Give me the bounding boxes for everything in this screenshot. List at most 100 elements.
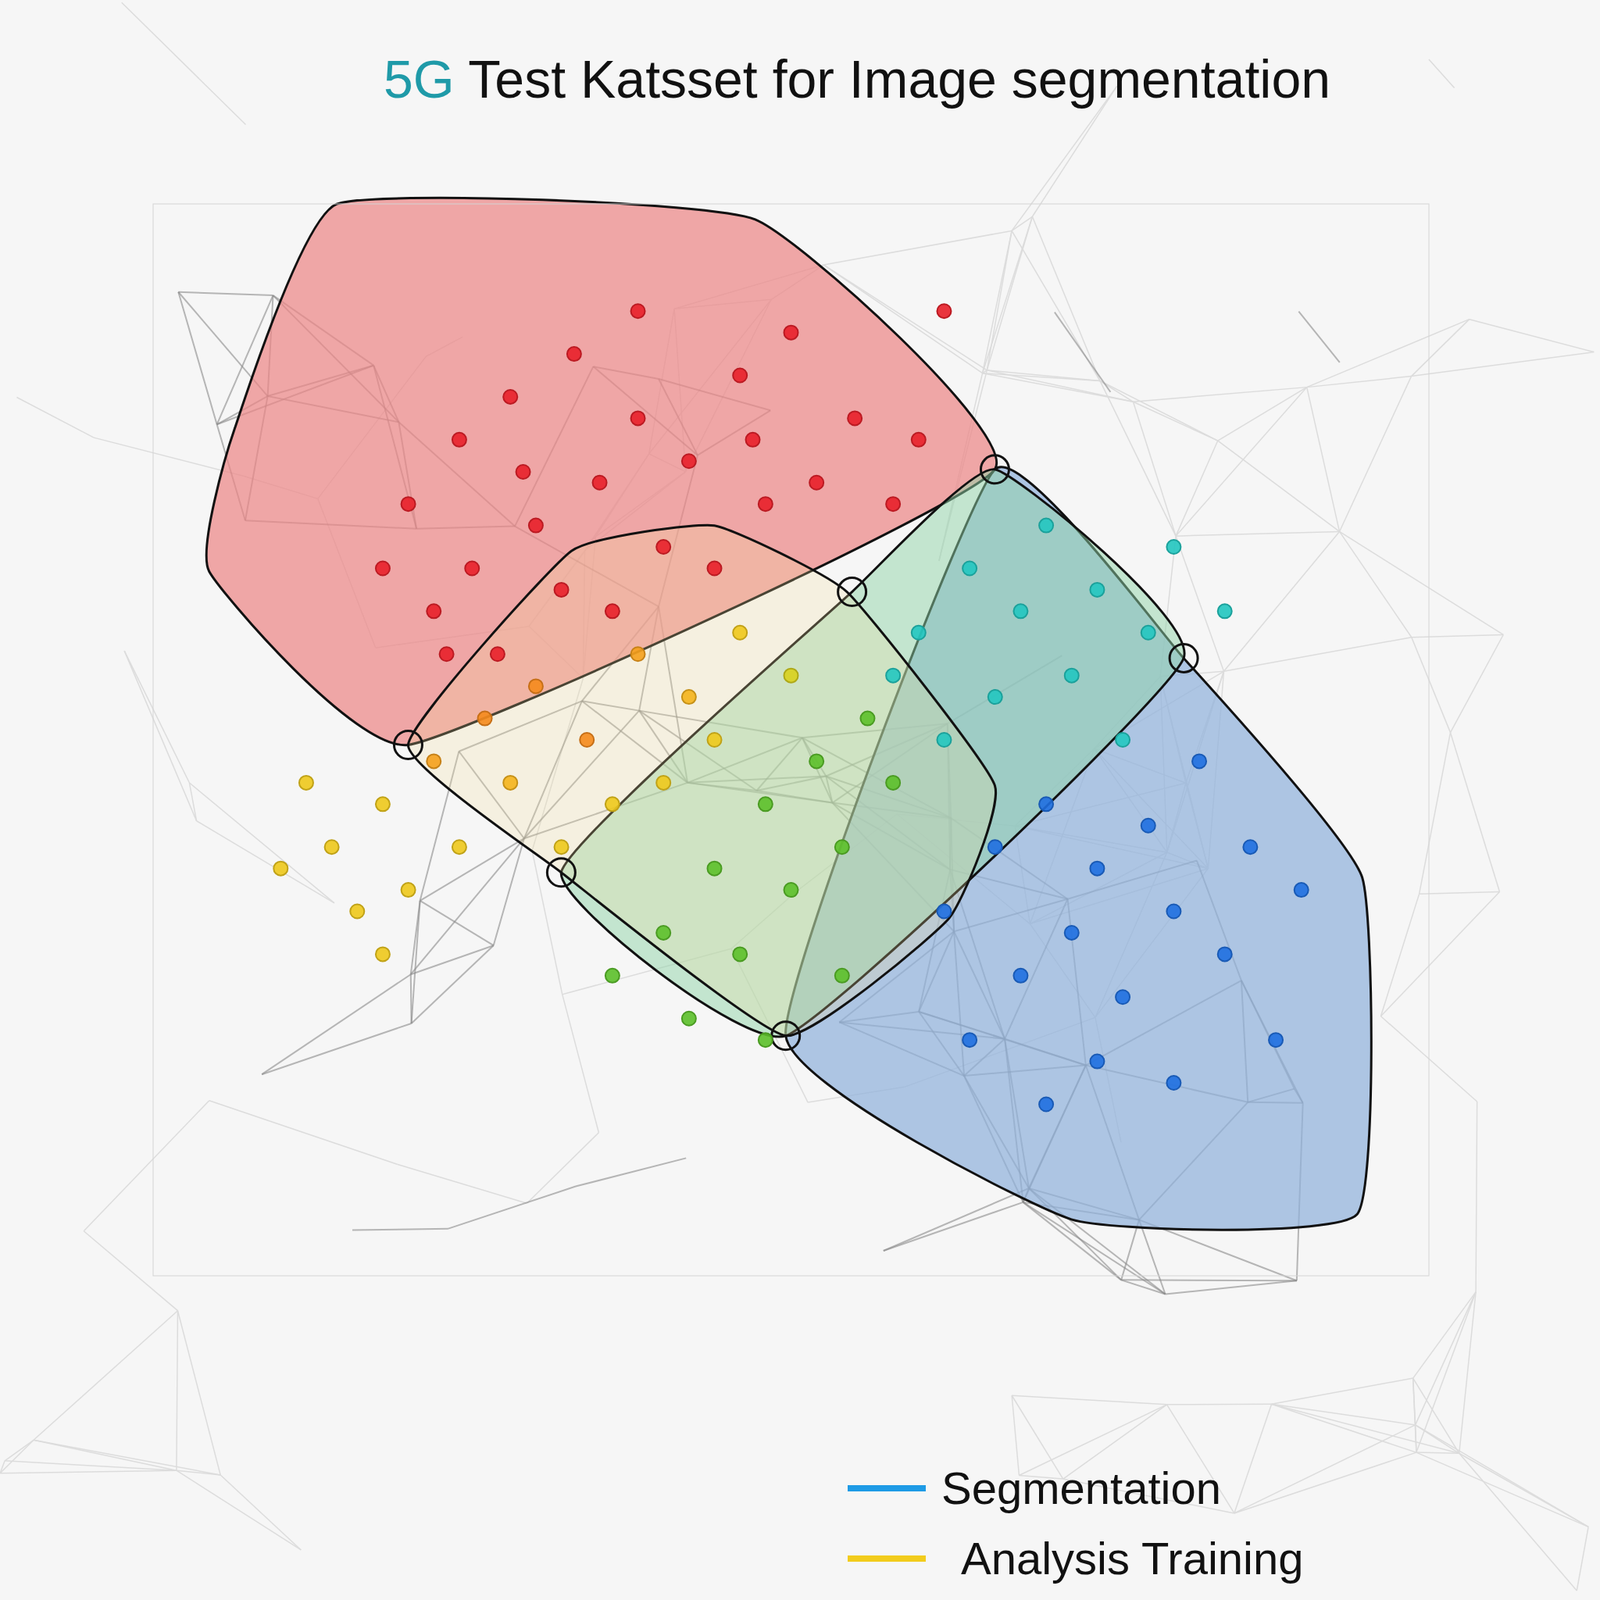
mesh-line <box>1576 1526 1589 1591</box>
mesh-line <box>1011 1395 1167 1405</box>
mesh-line <box>1307 319 1470 388</box>
mesh-line <box>1175 531 1340 536</box>
mesh-line <box>1167 1403 1272 1405</box>
point <box>809 753 824 768</box>
legend-label: Analysis Training <box>960 1532 1304 1584</box>
points <box>273 303 1308 1111</box>
point <box>452 839 467 854</box>
point <box>631 410 646 425</box>
region-node <box>1169 643 1198 672</box>
point <box>516 464 531 479</box>
point <box>1013 968 1028 983</box>
point <box>809 475 824 490</box>
mesh-line <box>1175 440 1218 536</box>
plot-frame <box>153 203 1429 1276</box>
mesh-line <box>1339 531 1504 635</box>
mesh-line <box>1475 1101 1478 1293</box>
point <box>707 560 722 575</box>
point <box>426 753 441 768</box>
tower-line <box>883 1188 1029 1251</box>
point <box>707 861 722 876</box>
mesh-line <box>1450 732 1500 893</box>
mesh-line <box>1428 59 1455 88</box>
mesh-line <box>1459 1453 1578 1591</box>
mesh-line <box>1271 1403 1416 1425</box>
mesh-line <box>124 650 190 783</box>
mesh-line <box>1271 1403 1417 1453</box>
mesh-line <box>1234 1452 1417 1514</box>
point <box>1039 796 1054 811</box>
tower-line <box>1165 1280 1297 1294</box>
mesh-line <box>1217 387 1308 441</box>
point <box>1089 861 1104 876</box>
point <box>885 775 900 790</box>
point <box>1141 625 1156 640</box>
mesh-line <box>1132 387 1307 403</box>
point <box>707 732 722 747</box>
mesh-line <box>823 230 1012 265</box>
mesh-line <box>1271 1378 1414 1404</box>
point <box>464 560 479 575</box>
region-node <box>393 730 422 759</box>
tower-line <box>410 945 494 975</box>
mesh-line <box>4 1439 34 1461</box>
mesh-line <box>1416 1452 1589 1527</box>
point <box>605 603 620 618</box>
tower-line <box>178 292 273 296</box>
tower-line <box>420 900 494 946</box>
point <box>426 603 441 618</box>
mesh-line <box>1100 381 1218 442</box>
mesh-line <box>121 2 247 125</box>
legend: SegmentationAnalysis Training <box>847 1462 1304 1584</box>
mesh-line <box>1380 891 1500 1016</box>
point <box>936 303 951 318</box>
point <box>325 839 340 854</box>
point <box>1294 882 1309 897</box>
tower-line <box>1298 311 1340 363</box>
mesh-line <box>176 1310 179 1471</box>
point <box>1166 1075 1181 1090</box>
mesh-line <box>1411 319 1470 377</box>
tower-line <box>575 1157 686 1186</box>
series <box>605 518 1309 1112</box>
point <box>273 861 288 876</box>
chart: 5G Test Katsset for Image segmentationSe… <box>0 0 1600 1600</box>
point <box>1217 603 1233 618</box>
point <box>784 882 799 897</box>
mesh-line <box>1459 1292 1476 1454</box>
point <box>732 946 747 961</box>
background-mesh <box>0 2 1594 1591</box>
point <box>885 496 900 511</box>
tower-line <box>1054 312 1111 393</box>
point <box>656 775 671 790</box>
point <box>758 1032 773 1047</box>
point <box>579 732 594 747</box>
tower-line <box>261 974 411 1075</box>
tower-line <box>411 945 494 1024</box>
mesh-line <box>1469 319 1595 353</box>
point <box>554 582 569 597</box>
point <box>911 432 926 447</box>
mesh-line <box>1234 1425 1416 1514</box>
point <box>592 475 608 490</box>
point <box>528 518 543 533</box>
mesh-line <box>1217 440 1340 532</box>
mesh-line <box>986 216 1033 371</box>
mesh-line <box>16 397 94 439</box>
mesh-line <box>1339 376 1412 533</box>
point <box>350 904 365 919</box>
point <box>847 410 862 425</box>
mesh-line <box>1100 381 1176 537</box>
legend-swatch <box>847 1555 926 1562</box>
point <box>631 646 646 661</box>
mesh-line <box>1450 634 1504 733</box>
series <box>273 303 951 961</box>
point <box>605 796 620 811</box>
region-node <box>546 858 575 887</box>
point <box>758 796 773 811</box>
mesh-line <box>177 1310 221 1475</box>
mesh-line <box>1234 1403 1272 1514</box>
point <box>478 711 493 726</box>
point <box>1268 1032 1283 1047</box>
point <box>452 432 467 447</box>
